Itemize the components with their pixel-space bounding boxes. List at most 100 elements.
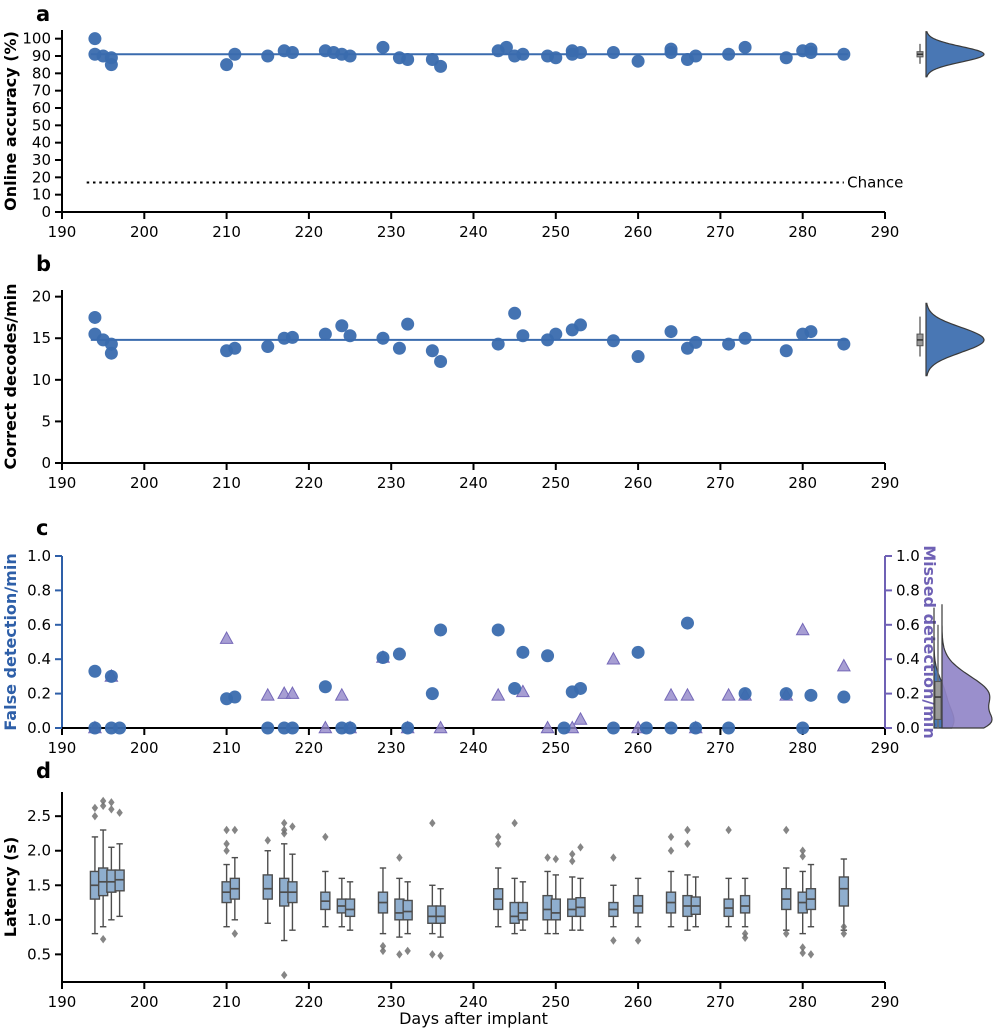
svg-text:190: 190 (48, 223, 77, 241)
svg-text:260: 260 (624, 474, 653, 492)
svg-text:280: 280 (788, 739, 817, 757)
svg-text:2.5: 2.5 (27, 807, 51, 825)
svg-text:50: 50 (32, 116, 51, 134)
panel-d-boxes (89, 829, 850, 942)
svg-text:240: 240 (459, 993, 488, 1011)
panel-c-violin-box (934, 624, 942, 728)
svg-text:220: 220 (295, 474, 324, 492)
svg-text:240: 240 (459, 474, 488, 492)
panel-b-label: b (36, 252, 52, 276)
panel-c-label: c (36, 516, 49, 540)
svg-text:0: 0 (41, 454, 51, 472)
svg-text:220: 220 (295, 739, 324, 757)
x-axis-label: Days after implant (399, 1009, 548, 1028)
svg-text:Days after implant: Days after implant (399, 1009, 548, 1028)
svg-text:290: 290 (871, 223, 900, 241)
panel-a-ylabel: Online accuracy (%) (1, 31, 20, 211)
svg-text:2.0: 2.0 (27, 842, 51, 860)
svg-text:0.2: 0.2 (896, 685, 920, 703)
svg-text:1.0: 1.0 (27, 911, 51, 929)
svg-text:230: 230 (377, 474, 406, 492)
svg-text:100: 100 (22, 30, 51, 48)
svg-text:Correct decodes/min: Correct decodes/min (1, 283, 20, 469)
svg-text:20: 20 (32, 288, 51, 306)
svg-text:0.5: 0.5 (27, 945, 51, 963)
svg-text:90: 90 (32, 47, 51, 65)
svg-text:190: 190 (48, 739, 77, 757)
svg-text:220: 220 (295, 223, 324, 241)
panel-a-axes: 190 200 210 220 230 240 250 260 270 280 290 0102030… (22, 30, 899, 241)
svg-text:290: 290 (871, 993, 900, 1011)
svg-text:270: 270 (706, 739, 735, 757)
svg-text:1.5: 1.5 (27, 876, 51, 894)
svg-text:False detection/min: False detection/min (1, 553, 20, 730)
panel-a-chance-line: Chance (86, 174, 903, 192)
svg-text:190: 190 (48, 474, 77, 492)
panel-b-points (88, 306, 851, 369)
panel-d-ylabel: Latency (s) (1, 837, 20, 938)
panel-b-axes: 190 200 210 220 230 240 250 260 270 280 290 0 5 10 15 2… (32, 288, 899, 492)
panel-a-violin (925, 31, 985, 78)
panel-d-outliers (91, 796, 848, 980)
svg-text:260: 260 (624, 739, 653, 757)
svg-text:Chance: Chance (847, 174, 903, 192)
panel-c-missed-points (87, 622, 851, 734)
panel-c-missed-violin (941, 604, 993, 729)
svg-text:10: 10 (32, 371, 51, 389)
svg-text:Online accuracy (%): Online accuracy (%) (1, 31, 20, 211)
svg-text:220: 220 (295, 993, 324, 1011)
svg-text:0.0: 0.0 (896, 719, 920, 737)
svg-text:0.6: 0.6 (896, 616, 920, 634)
panel-b-violin-box (916, 316, 924, 357)
svg-text:210: 210 (212, 474, 241, 492)
panel-b-ylabel: Correct decodes/min (1, 283, 20, 469)
svg-text:60: 60 (32, 99, 51, 117)
panel-d-label: d (36, 759, 52, 783)
svg-text:230: 230 (377, 223, 406, 241)
svg-text:0.8: 0.8 (896, 581, 920, 599)
svg-text:200: 200 (130, 223, 159, 241)
svg-text:240: 240 (459, 223, 488, 241)
svg-text:260: 260 (624, 993, 653, 1011)
svg-text:1.0: 1.0 (896, 547, 920, 565)
svg-text:250: 250 (541, 474, 570, 492)
svg-text:290: 290 (871, 739, 900, 757)
panel-c-axes: 190 200 210 220 230 240 250 260 270 280 290 0.0 0.0 0… (27, 547, 920, 757)
svg-text:1.0: 1.0 (27, 547, 51, 565)
svg-text:0.4: 0.4 (27, 650, 51, 668)
svg-text:0.8: 0.8 (27, 581, 51, 599)
svg-text:0.2: 0.2 (27, 685, 51, 703)
svg-text:290: 290 (871, 474, 900, 492)
svg-text:10: 10 (32, 186, 51, 204)
svg-text:260: 260 (624, 223, 653, 241)
svg-text:210: 210 (212, 223, 241, 241)
svg-text:250: 250 (541, 993, 570, 1011)
svg-text:70: 70 (32, 82, 51, 100)
panel-a-points (88, 32, 851, 73)
svg-text:0.0: 0.0 (27, 719, 51, 737)
svg-text:210: 210 (212, 739, 241, 757)
svg-text:280: 280 (788, 223, 817, 241)
svg-text:230: 230 (377, 739, 406, 757)
svg-text:20: 20 (32, 168, 51, 186)
svg-text:280: 280 (788, 474, 817, 492)
svg-text:15: 15 (32, 329, 51, 347)
svg-text:30: 30 (32, 151, 51, 169)
svg-text:0.6: 0.6 (27, 616, 51, 634)
svg-text:200: 200 (130, 739, 159, 757)
panel-a-label: a (36, 2, 51, 26)
svg-text:5: 5 (41, 412, 51, 430)
svg-text:200: 200 (130, 993, 159, 1011)
svg-text:270: 270 (706, 223, 735, 241)
svg-text:200: 200 (130, 474, 159, 492)
panel-c-false-points (88, 616, 851, 735)
svg-text:270: 270 (706, 993, 735, 1011)
svg-text:Latency (s): Latency (s) (1, 837, 20, 938)
svg-text:40: 40 (32, 134, 51, 152)
svg-text:250: 250 (541, 223, 570, 241)
panel-b-violin (925, 302, 985, 377)
panel-c-ylabel: False detection/min (1, 553, 20, 730)
svg-text:230: 230 (377, 993, 406, 1011)
panel-a-violin-box (916, 43, 924, 64)
